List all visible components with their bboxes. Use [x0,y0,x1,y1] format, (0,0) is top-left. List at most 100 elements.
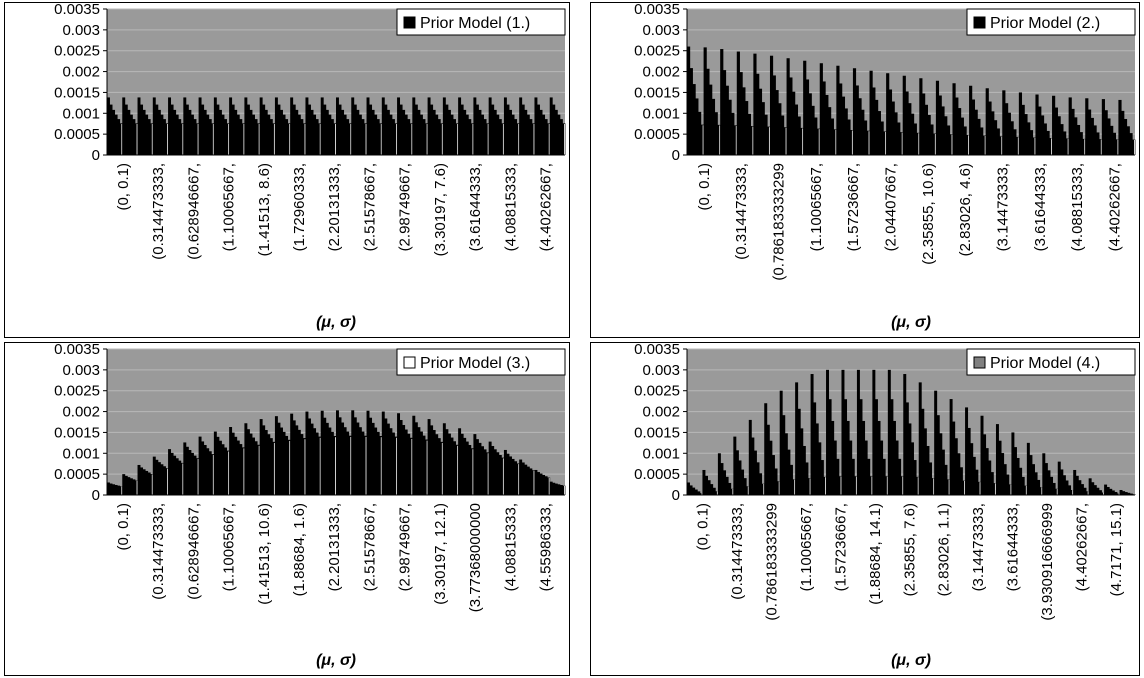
bar [404,429,408,495]
bar [922,93,926,155]
y-tick-label: 0.003 [62,362,100,379]
bar-gap [426,123,428,155]
x-tick-label: (3.61644333, [1032,163,1049,251]
bar [792,479,796,495]
bar [805,79,810,155]
bar [290,97,294,155]
bar [962,480,966,495]
bar [282,431,286,495]
bar [836,65,840,155]
bar-gap [917,477,919,495]
bar [1013,129,1017,155]
bar [1018,92,1023,155]
bar [898,458,902,495]
bar [124,104,128,155]
bar [808,478,811,495]
y-tick-label: 0.001 [62,105,100,122]
bar [236,440,240,495]
bar [346,431,350,495]
bar [742,87,746,155]
bar [966,134,970,155]
x-tick-label: (1.10065667, [798,503,815,591]
x-tick-label: (2.98749667, [397,163,414,251]
bar [1024,114,1028,155]
bar [547,123,551,155]
x-tick-label: (3.930916666999 [1039,503,1056,621]
y-tick-label: 0.0005 [634,466,680,483]
x-axis-title: (μ, σ) [316,314,356,331]
bar [905,91,909,155]
bar-gap [809,478,811,495]
y-tick-label: 0 [672,147,680,164]
bar [188,109,192,155]
bar [229,97,233,155]
bar [409,123,413,155]
bar [292,420,296,495]
bar [519,97,523,155]
bar [761,102,765,155]
bar [122,474,126,495]
bar [132,479,136,495]
bar [736,51,740,156]
bar [850,130,854,155]
bar [397,413,401,495]
bar [542,114,546,155]
bar-gap [396,437,398,495]
bar [300,434,304,495]
bar [720,463,724,495]
bar [287,123,291,155]
legend-box [396,348,566,376]
bar [241,123,245,155]
bar [361,119,365,155]
bar [328,114,332,155]
bar-gap [472,123,474,155]
x-tick-label: (4.40262667, [538,163,555,251]
y-tick-label: 0 [92,147,100,164]
y-tick-label: 0.0015 [634,424,680,441]
bar [117,485,121,495]
bar-gap [1117,139,1119,155]
bar [1042,453,1046,495]
bar [761,483,765,495]
bar [308,104,311,155]
bar-gap [243,123,245,155]
bar [1085,98,1089,155]
bar [356,109,360,155]
bar [735,450,739,495]
bar [784,433,788,495]
bar [427,419,431,495]
bar [305,97,309,155]
x-tick-label: (1.88684, 14.1) [867,503,884,605]
bar [437,438,441,495]
bar [919,78,923,155]
bar [830,118,834,155]
bar [107,482,110,495]
bar [348,435,352,495]
bar-gap [304,439,306,495]
chart-panel-prior-model-2: 0 0.0005 0.001 0.0015 0.002 0.0025 0.003 0.0035… [590,2,1140,338]
bar [927,114,931,155]
bar [1057,461,1061,495]
bar [470,448,474,495]
bar [897,122,901,155]
bar [952,421,956,495]
bar [828,107,832,155]
bar [160,464,164,495]
bar [559,485,563,495]
bar [820,460,824,495]
bar [216,436,220,495]
bar [1107,118,1111,155]
bar [483,449,487,495]
bar [486,452,490,495]
bar [458,97,462,155]
bar [486,123,490,155]
bar [851,458,855,495]
bar-gap [258,445,260,495]
bar [325,109,329,155]
bar [201,104,205,155]
legend-label: Prior Model (2.) [990,15,1100,32]
bar [734,125,738,155]
bar [526,114,530,155]
bar [699,493,703,495]
bar [722,70,727,155]
